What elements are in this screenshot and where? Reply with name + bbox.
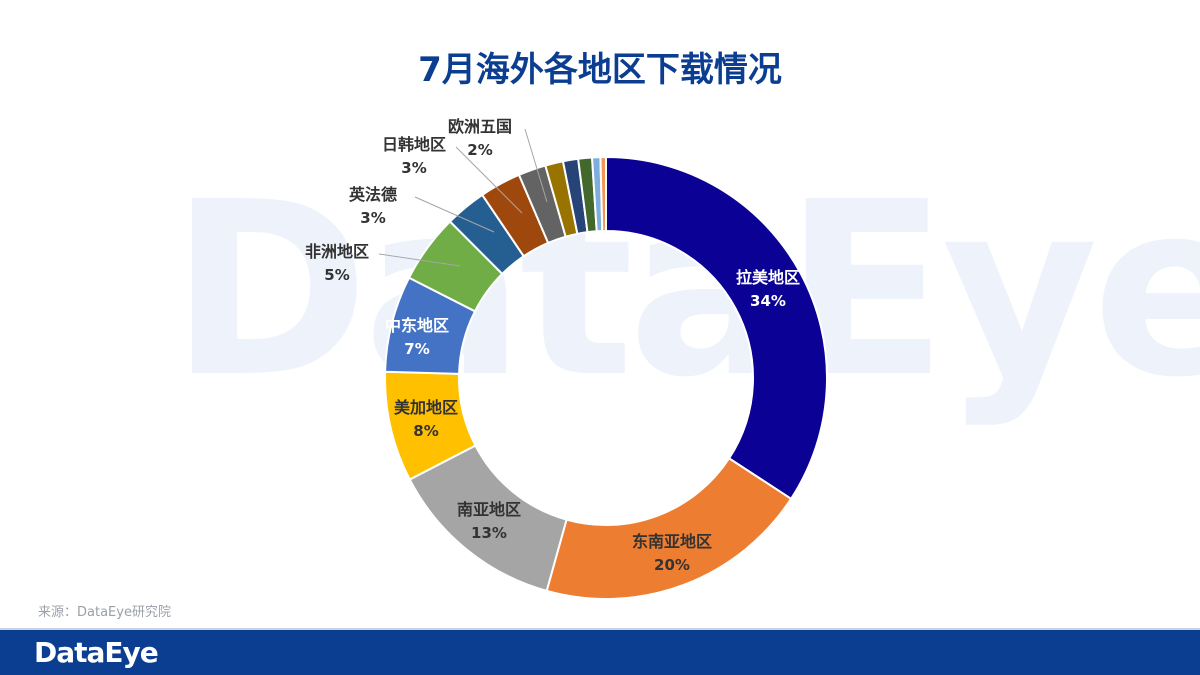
- slice-value-label: 3%: [360, 209, 385, 227]
- dataeye-logo: DataEye: [34, 636, 159, 669]
- slice-name-label: 英法德: [348, 185, 397, 204]
- slice-value-label: 2%: [467, 141, 492, 159]
- slice-name-label: 南亚地区: [457, 500, 521, 519]
- slice-value-label: 7%: [404, 340, 429, 358]
- leader-line: [524, 128, 548, 203]
- slice-name-label: 中东地区: [385, 316, 449, 335]
- slice-name-label: 日韩地区: [382, 135, 446, 154]
- slice-name-label: 欧洲五国: [448, 117, 512, 136]
- chart-title: 7月海外各地区下载情况: [418, 50, 782, 90]
- slice-value-label: 13%: [471, 524, 507, 542]
- donut-slice: [605, 155, 828, 501]
- slice-value-label: 8%: [413, 422, 438, 440]
- donut-slice: [599, 155, 607, 233]
- slice-value-label: 20%: [654, 556, 690, 574]
- footer-bar: [0, 630, 1200, 675]
- slice-value-label: 5%: [324, 266, 349, 284]
- slice-name-label: 东南亚地区: [632, 532, 712, 551]
- footer-divider: [0, 628, 1200, 630]
- slice-value-label: 34%: [750, 292, 786, 310]
- slice-name-label: 非洲地区: [305, 242, 369, 261]
- slice-value-label: 3%: [401, 159, 426, 177]
- leader-line: [414, 196, 495, 233]
- donut-slice: [545, 456, 793, 600]
- source-note: 来源：DataEye研究院: [38, 605, 171, 620]
- slice-name-label: 美加地区: [394, 398, 458, 417]
- leader-line: [455, 146, 523, 214]
- slice-name-label: 拉美地区: [736, 268, 800, 287]
- leader-line: [378, 253, 461, 267]
